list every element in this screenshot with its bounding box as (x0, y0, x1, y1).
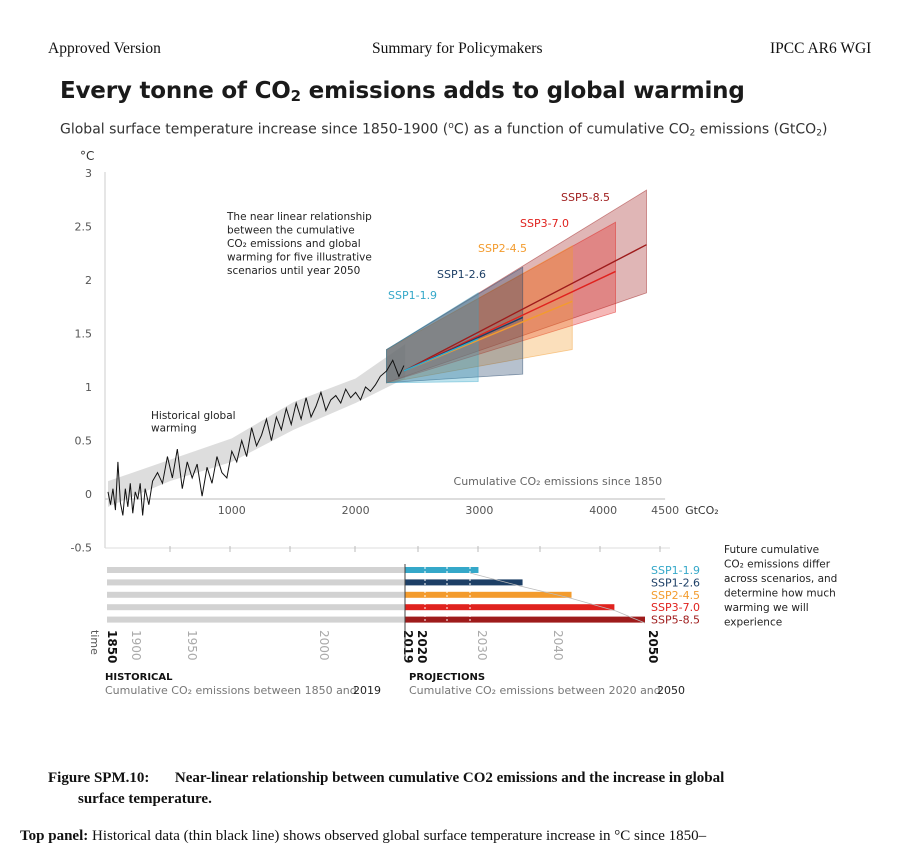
historical-title: HISTORICAL (105, 672, 173, 683)
subtitle-sub2: 2 (816, 128, 822, 139)
historical-range-band (108, 344, 406, 507)
projections-title: PROJECTIONS (409, 672, 485, 683)
figure-title-sub: 2 (290, 86, 301, 105)
figure-caption: Figure SPM.10: Near-linear relationship … (48, 770, 868, 787)
timeline-year-label: 2030 (475, 630, 489, 661)
figure-subtitle: Global surface temperature increase sinc… (60, 121, 827, 138)
x-tick-label: 2000 (342, 504, 370, 517)
projection-bar-ssp5-8.5 (405, 616, 645, 623)
projection-bar-ssp2-4.5 (405, 591, 572, 598)
annotation-linear-relationship: between the cumulative (227, 225, 355, 237)
central-line-ssp5-8.5 (403, 244, 647, 372)
y-tick-label: 0.5 (75, 435, 93, 448)
annotation-linear-relationship: scenarios until year 2050 (227, 265, 360, 277)
bar-label-ssp1-2.6: SSP1-2.6 (651, 576, 700, 589)
timeline-time-label: time (88, 630, 101, 655)
scenario-label-ssp2-4.5: SSP2-4.5 (478, 242, 527, 255)
figure-caption-line2: surface temperature. (78, 791, 212, 808)
top-panel-label: Top panel: (20, 828, 89, 844)
scenario-label-ssp1-2.6: SSP1-2.6 (437, 268, 486, 281)
projections-desc-year: 2050 (657, 684, 685, 697)
header-right: IPCC AR6 WGI (770, 40, 872, 57)
y-tick-label: 1.5 (75, 328, 93, 341)
x-tick-label: 3000 (465, 504, 493, 517)
y-tick-label: 0 (85, 488, 92, 501)
subtitle-part3: emissions (GtCO (695, 121, 817, 138)
projections-desc: Cumulative CO₂ emissions between 2020 an… (409, 684, 661, 697)
header-center: Summary for Policymakers (372, 40, 543, 57)
projection-bar-ssp1-2.6 (405, 579, 523, 586)
x-tick-label: 4500 (651, 504, 679, 517)
historical-bar (107, 616, 405, 623)
timeline-year-label: 1900 (129, 630, 143, 661)
bar-label-ssp3-7.0: SSP3-7.0 (651, 601, 700, 614)
annotation-linear-relationship: CO₂ emissions and global (227, 238, 361, 250)
future-note-line: CO₂ emissions differ (724, 559, 831, 571)
historical-bar (107, 591, 405, 598)
y-tick-label: 2 (85, 274, 92, 287)
figure-title-text-2: surface temperature. (78, 791, 212, 807)
future-note-line: across scenarios, and (724, 573, 837, 585)
bar-label-ssp1-1.9: SSP1-1.9 (651, 564, 700, 577)
annotation-linear-relationship: The near linear relationship (226, 211, 372, 223)
bar-label-ssp5-8.5: SSP5-8.5 (651, 614, 700, 627)
timeline-year-label: 1850 (105, 630, 119, 663)
co2-warming-chart: °C 3 2.5 2 1.5 1 0.5 0 -0.5 1000 2000 3000 4000 4500 G… (71, 149, 838, 697)
y-tick-label: 3 (85, 167, 92, 180)
projection-bar-ssp3-7.0 (405, 604, 615, 611)
timeline-year-label: 1950 (185, 630, 199, 661)
subtitle-degree: o (448, 121, 454, 131)
y-axis-label: °C (80, 149, 94, 163)
future-note-line: Future cumulative (724, 544, 819, 556)
y-tick-label: -0.5 (71, 542, 92, 555)
central-line-ssp1-1.9 (403, 338, 479, 372)
x-axis-unit: GtCO₂ (685, 504, 719, 517)
bar-label-ssp2-4.5: SSP2-4.5 (651, 589, 700, 602)
historical-desc: Cumulative CO₂ emissions between 1850 an… (105, 684, 357, 697)
annotation-historical-warming: warming (151, 423, 197, 435)
x-tick-label: 4000 (589, 504, 617, 517)
historical-bar (107, 604, 405, 611)
future-note-line: determine how much (724, 588, 836, 600)
timeline-year-label: 2000 (317, 630, 331, 661)
top-panel-caption: Top panel: Historical data (thin black l… (20, 828, 706, 845)
header-left: Approved Version (48, 40, 161, 57)
subtitle-part4: ) (821, 121, 828, 138)
annotation-historical-warming: Historical global (151, 410, 236, 422)
figure-label: Figure SPM.10: (48, 770, 150, 786)
projection-bar-ssp1-1.9 (405, 567, 479, 573)
subtitle-part1: Global surface temperature increase sinc… (60, 121, 449, 138)
historical-bar (107, 567, 405, 573)
annotation-linear-relationship: warming for five illustrative (227, 252, 372, 264)
scenario-label-ssp1-1.9: SSP1-1.9 (388, 289, 437, 302)
subtitle-part2: C) as a function of cumulative CO (453, 121, 690, 138)
historical-warming-line (107, 359, 405, 516)
future-note-line: experience (724, 617, 782, 629)
x-axis-label: Cumulative CO₂ emissions since 1850 (454, 475, 663, 488)
timeline-year-label: 2019 (401, 630, 415, 663)
figure-title-main: Every tonne of CO (60, 78, 291, 104)
scenario-label-ssp5-8.5: SSP5-8.5 (561, 191, 610, 204)
band-ssp1-1.9 (386, 292, 479, 384)
y-tick-label: 2.5 (75, 221, 93, 234)
timeline-year-label: 2020 (415, 630, 429, 663)
scenario-label-ssp3-7.0: SSP3-7.0 (520, 217, 569, 230)
historical-desc-year: 2019 (353, 684, 381, 697)
figure-title: Every tonne of CO2 emissions adds to glo… (60, 78, 745, 105)
subtitle-sub: 2 (689, 128, 696, 139)
figure-title-rest: emissions adds to global warming (300, 78, 745, 104)
future-note-line: warming we will (724, 602, 809, 614)
x-tick-label: 1000 (218, 504, 246, 517)
timeline-year-label: 2050 (646, 630, 660, 663)
figure-title-text-1: Near-linear relationship between cumulat… (174, 770, 725, 786)
bar-end-guide (469, 572, 646, 624)
top-panel-text: Historical data (thin black line) shows … (88, 828, 707, 844)
timeline-year-label: 2040 (551, 630, 565, 661)
y-tick-label: 1 (85, 381, 92, 394)
historical-bar (107, 579, 405, 586)
